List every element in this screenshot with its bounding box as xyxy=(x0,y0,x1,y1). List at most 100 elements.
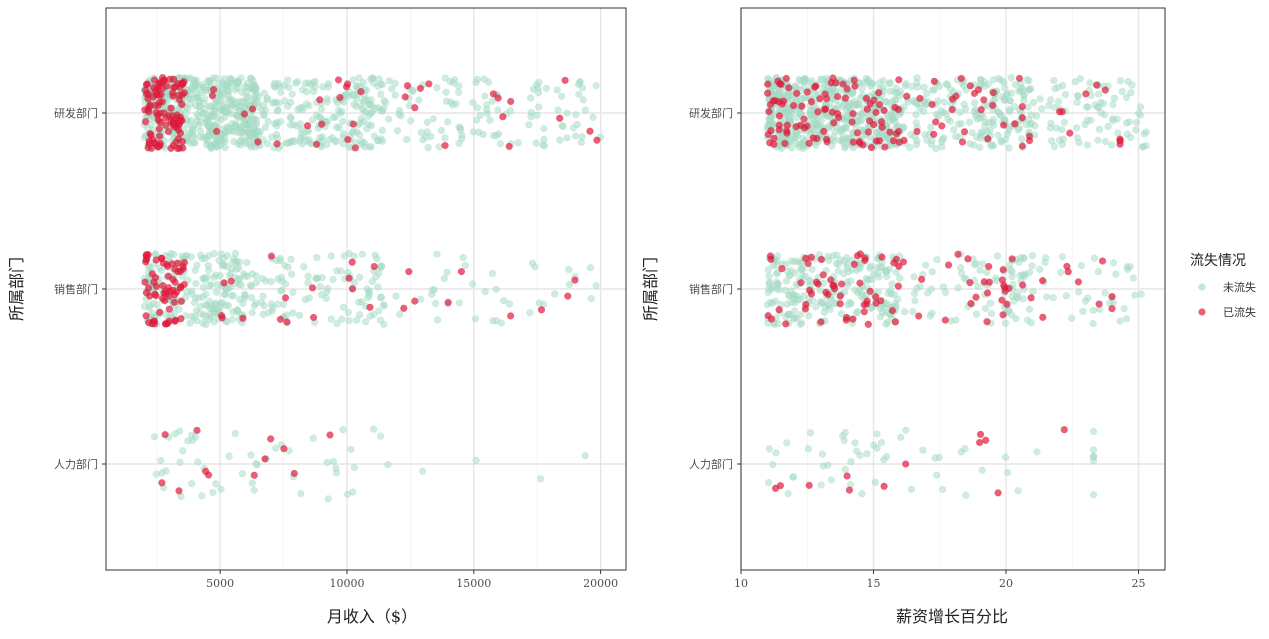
point-yes xyxy=(489,90,498,98)
point-no xyxy=(1001,84,1009,92)
point-no xyxy=(540,142,549,150)
point-no xyxy=(441,74,449,82)
point-no xyxy=(1005,144,1013,152)
point-no xyxy=(295,311,304,320)
point-no xyxy=(1089,446,1098,454)
point-yes xyxy=(316,96,324,104)
point-no xyxy=(179,447,187,455)
point-no xyxy=(195,294,203,302)
point-no xyxy=(183,131,192,140)
point-no xyxy=(1056,136,1064,144)
point-yes xyxy=(173,111,181,119)
point-yes xyxy=(1093,81,1101,89)
point-yes xyxy=(872,108,880,117)
point-no xyxy=(871,478,879,486)
point-yes xyxy=(849,110,857,118)
point-no xyxy=(928,268,936,276)
point-no xyxy=(345,143,353,151)
point-yes xyxy=(977,106,985,114)
point-no xyxy=(193,261,201,269)
point-yes xyxy=(166,75,174,83)
point-no xyxy=(977,128,985,136)
point-no xyxy=(786,136,794,144)
point-no xyxy=(806,429,815,437)
point-no xyxy=(205,252,213,260)
point-no xyxy=(987,309,996,318)
point-yes xyxy=(957,74,965,83)
point-yes xyxy=(506,312,515,320)
point-no xyxy=(248,270,256,278)
point-yes xyxy=(763,89,772,97)
point-no xyxy=(276,117,285,126)
x-tick-label: 5000 xyxy=(206,577,234,590)
point-yes xyxy=(880,482,888,490)
point-no xyxy=(790,257,798,266)
point-no xyxy=(1077,261,1086,270)
point-no xyxy=(1075,288,1083,296)
y-tick-label: 研发部门 xyxy=(54,106,98,120)
point-no xyxy=(418,467,427,475)
y-axis-title: 所属部门 xyxy=(7,257,26,321)
point-no xyxy=(190,298,198,307)
point-no xyxy=(1014,126,1022,134)
point-yes xyxy=(158,84,167,93)
point-no xyxy=(380,104,388,112)
point-yes xyxy=(165,292,174,300)
point-yes xyxy=(985,262,993,271)
point-yes xyxy=(836,300,844,308)
point-no xyxy=(427,132,435,141)
point-no xyxy=(847,277,855,285)
point-no xyxy=(327,315,335,323)
point-no xyxy=(830,133,838,141)
point-no xyxy=(150,433,159,441)
point-yes xyxy=(863,297,871,305)
point-no xyxy=(241,272,249,280)
point-yes xyxy=(152,91,161,99)
point-yes xyxy=(345,274,353,282)
point-no xyxy=(246,74,255,82)
point-no xyxy=(192,279,200,288)
point-no xyxy=(300,132,308,141)
point-no xyxy=(342,91,350,99)
point-no xyxy=(429,115,437,123)
point-no xyxy=(551,290,559,298)
point-no xyxy=(385,115,393,123)
point-no xyxy=(981,118,989,126)
point-no xyxy=(497,319,505,327)
point-no xyxy=(357,137,366,145)
point-no xyxy=(204,266,213,274)
point-yes xyxy=(273,140,281,148)
point-no xyxy=(790,315,798,323)
point-no xyxy=(1036,95,1044,103)
point-no xyxy=(252,459,260,468)
point-yes xyxy=(875,101,884,109)
point-yes xyxy=(837,280,846,288)
point-yes xyxy=(856,139,864,147)
point-no xyxy=(1047,137,1056,145)
point-no xyxy=(825,256,833,265)
point-no xyxy=(928,86,937,94)
point-no xyxy=(910,273,918,281)
point-no xyxy=(785,310,793,318)
point-no xyxy=(1046,124,1055,132)
point-no xyxy=(250,86,258,94)
point-no xyxy=(339,303,348,311)
point-yes xyxy=(141,278,149,286)
point-no xyxy=(433,84,441,92)
point-yes xyxy=(915,312,923,320)
y-axis-title: 所属部门 xyxy=(641,257,660,321)
point-yes xyxy=(160,76,168,85)
point-no xyxy=(769,460,777,469)
point-yes xyxy=(154,116,162,124)
point-no xyxy=(374,283,382,291)
point-no xyxy=(526,309,534,317)
point-no xyxy=(1001,319,1010,327)
point-yes xyxy=(899,258,908,266)
point-yes xyxy=(803,88,811,96)
point-no xyxy=(340,98,348,106)
point-no xyxy=(293,77,302,86)
point-no xyxy=(842,142,850,150)
point-no xyxy=(896,274,904,282)
point-no xyxy=(926,312,934,320)
